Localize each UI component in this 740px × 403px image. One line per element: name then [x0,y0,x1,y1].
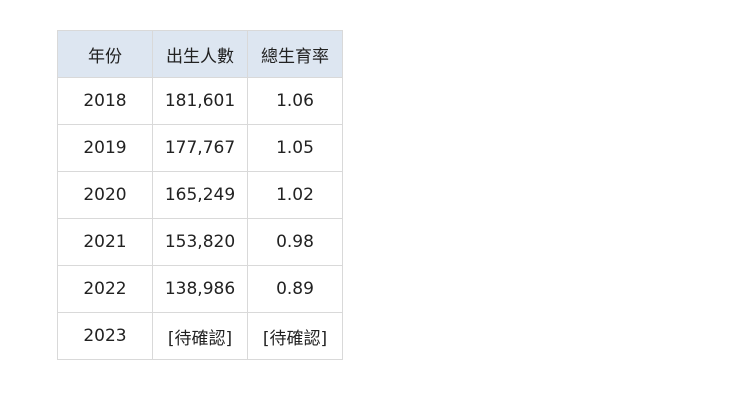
table-row: 2021 153,820 0.98 [57,218,343,266]
cell-fertility-rate: 0.89 [247,265,343,313]
cell-births: 138,986 [152,265,248,313]
cell-year: 2020 [57,171,153,219]
cell-births: 177,767 [152,124,248,172]
header-row: 年份 出生人數 總生育率 [57,30,343,78]
header-fertility-rate: 總生育率 [247,30,343,78]
table-row: 2022 138,986 0.89 [57,265,343,313]
cell-births: 181,601 [152,77,248,125]
cell-fertility-rate: [待確認] [247,312,343,360]
cell-year: 2021 [57,218,153,266]
cell-year: 2018 [57,77,153,125]
cell-year: 2023 [57,312,153,360]
cell-year: 2022 [57,265,153,313]
cell-births: 165,249 [152,171,248,219]
header-births: 出生人數 [152,30,248,78]
table-row: 2019 177,767 1.05 [57,124,343,172]
table-row: 2018 181,601 1.06 [57,77,343,125]
cell-fertility-rate: 0.98 [247,218,343,266]
cell-year: 2019 [57,124,153,172]
header-year: 年份 [57,30,153,78]
cell-fertility-rate: 1.05 [247,124,343,172]
table-row: 2023 [待確認] [待確認] [57,312,343,360]
cell-births: 153,820 [152,218,248,266]
table-row: 2020 165,249 1.02 [57,171,343,219]
birth-statistics-table: 年份 出生人數 總生育率 2018 181,601 1.06 2019 177,767 1… [57,30,343,360]
cell-fertility-rate: 1.02 [247,171,343,219]
cell-fertility-rate: 1.06 [247,77,343,125]
cell-births: [待確認] [152,312,248,360]
